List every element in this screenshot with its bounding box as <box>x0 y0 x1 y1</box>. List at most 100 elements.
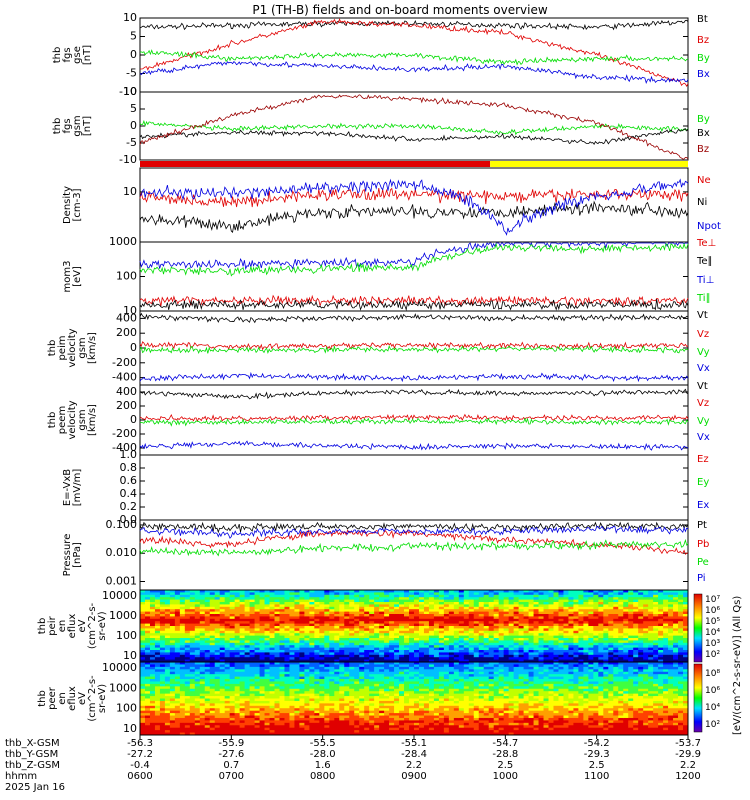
spectrogram-cell <box>229 698 236 702</box>
spectrogram-cell <box>194 626 201 629</box>
spectrogram-cell <box>548 597 554 600</box>
y-tick-label: 400 <box>116 385 137 398</box>
spectrogram-cell <box>349 652 355 656</box>
spectrogram-cell <box>598 616 604 620</box>
spectrogram-cell <box>683 633 689 636</box>
spectrogram-cell <box>209 647 216 651</box>
spectrogram-cell <box>673 635 679 639</box>
spectrogram-cell <box>354 727 360 731</box>
spectrogram-cell <box>214 691 221 695</box>
spectrogram-cell <box>269 664 275 668</box>
spectrogram-cell <box>234 681 241 685</box>
spectrogram-cell <box>498 592 505 596</box>
spectrogram-cell <box>463 659 470 663</box>
spectrogram-cell <box>334 686 340 690</box>
spectrogram-cell <box>244 597 250 600</box>
spectrogram-cell <box>438 616 445 620</box>
spectrogram-cell <box>553 657 559 660</box>
spectrogram-cell <box>224 645 231 648</box>
spectrogram-cell <box>513 614 520 617</box>
spectrogram-cell <box>159 662 166 665</box>
spectrogram-cell <box>628 623 634 627</box>
spectrogram-cell <box>244 654 250 658</box>
spectrogram-cell <box>279 592 285 596</box>
spectrogram-cell <box>488 614 495 617</box>
spectrogram-cell <box>289 657 295 660</box>
spectrogram-cell <box>314 635 320 639</box>
spectrogram-cell <box>623 611 629 615</box>
spectrogram-cell <box>199 732 206 736</box>
spectrogram-cell <box>144 717 151 721</box>
spectrogram-cell <box>174 590 181 593</box>
spectrogram-cell <box>374 635 380 639</box>
spectrogram-cell <box>598 599 604 603</box>
spectrogram-cell <box>478 614 485 617</box>
spectrogram-cell <box>633 618 639 622</box>
series-line-vy <box>139 417 689 427</box>
spectrogram-cell <box>199 645 206 648</box>
spectrogram-cell <box>538 614 544 617</box>
spectrogram-cell <box>473 602 480 605</box>
y-axis-label: en <box>57 692 68 705</box>
spectrogram-cell <box>339 691 345 695</box>
spectrogram-cell <box>324 698 330 702</box>
spectrogram-cell <box>503 650 510 653</box>
spectrogram-cell <box>513 647 520 651</box>
spectrogram-cell <box>349 609 355 612</box>
spectrogram-cell <box>159 708 166 712</box>
spectrogram-cell <box>144 700 151 704</box>
spectrogram-cell <box>244 662 250 665</box>
spectrogram-cell <box>140 650 146 653</box>
spectrogram-cell <box>369 652 375 656</box>
spectrogram-cell <box>329 635 335 639</box>
spectrogram-cell <box>259 606 265 610</box>
y-tick-label: 100 <box>116 629 137 642</box>
spectrogram-cell <box>523 647 529 651</box>
spectrogram-cell <box>204 654 211 658</box>
spectrogram-cell <box>558 628 564 632</box>
spectrogram-cell <box>583 638 589 641</box>
spectrogram-cell <box>329 628 335 632</box>
spectrogram-cell <box>349 717 355 721</box>
spectrogram-cell <box>184 640 191 644</box>
spectrogram-cell <box>673 623 679 627</box>
spectrogram-cell <box>199 703 206 707</box>
spectrogram-cell <box>598 650 604 653</box>
spectrogram-cell <box>384 635 390 639</box>
spectrogram-cell <box>244 614 250 617</box>
spectrogram-cell <box>204 662 211 665</box>
spectrogram-cell <box>319 715 325 719</box>
spectrogram-cell <box>314 722 320 726</box>
spectrogram-cell <box>144 590 151 593</box>
spectrogram-cell <box>194 602 201 605</box>
spectrogram-cell <box>249 635 255 639</box>
spectrogram-cell <box>508 604 515 608</box>
spectrogram-cell <box>224 616 231 620</box>
spectrogram-cell <box>344 662 350 665</box>
spectrogram-cell <box>259 599 265 603</box>
spectrogram-cell <box>354 599 360 603</box>
spectrogram-cell <box>339 732 345 736</box>
spectrogram-cell <box>149 708 156 712</box>
spectrogram-cell <box>234 654 241 658</box>
spectrogram-cell <box>199 698 206 702</box>
spectrogram-cell <box>214 713 221 716</box>
spectrogram-cell <box>423 621 430 624</box>
spectrogram-cell <box>528 633 534 636</box>
spectrogram-cell <box>443 616 450 620</box>
spectrogram-cell <box>174 710 181 714</box>
spectrogram-cell <box>543 592 549 596</box>
spectrogram-cell <box>309 616 315 620</box>
spectrogram-cell <box>244 686 250 690</box>
spectrogram-cell <box>140 599 146 603</box>
spectrogram-cell <box>239 599 246 603</box>
spectrogram-cell <box>189 666 196 670</box>
spectrogram-cell <box>663 606 669 610</box>
spectrogram-cell <box>209 604 216 608</box>
spectrogram-cell <box>379 640 385 644</box>
spectrogram-cell <box>324 623 330 627</box>
spectrogram-cell <box>453 647 460 651</box>
spectrogram-cell <box>184 674 191 677</box>
spectrogram-cell <box>149 654 156 658</box>
spectrogram-cell <box>418 645 425 648</box>
